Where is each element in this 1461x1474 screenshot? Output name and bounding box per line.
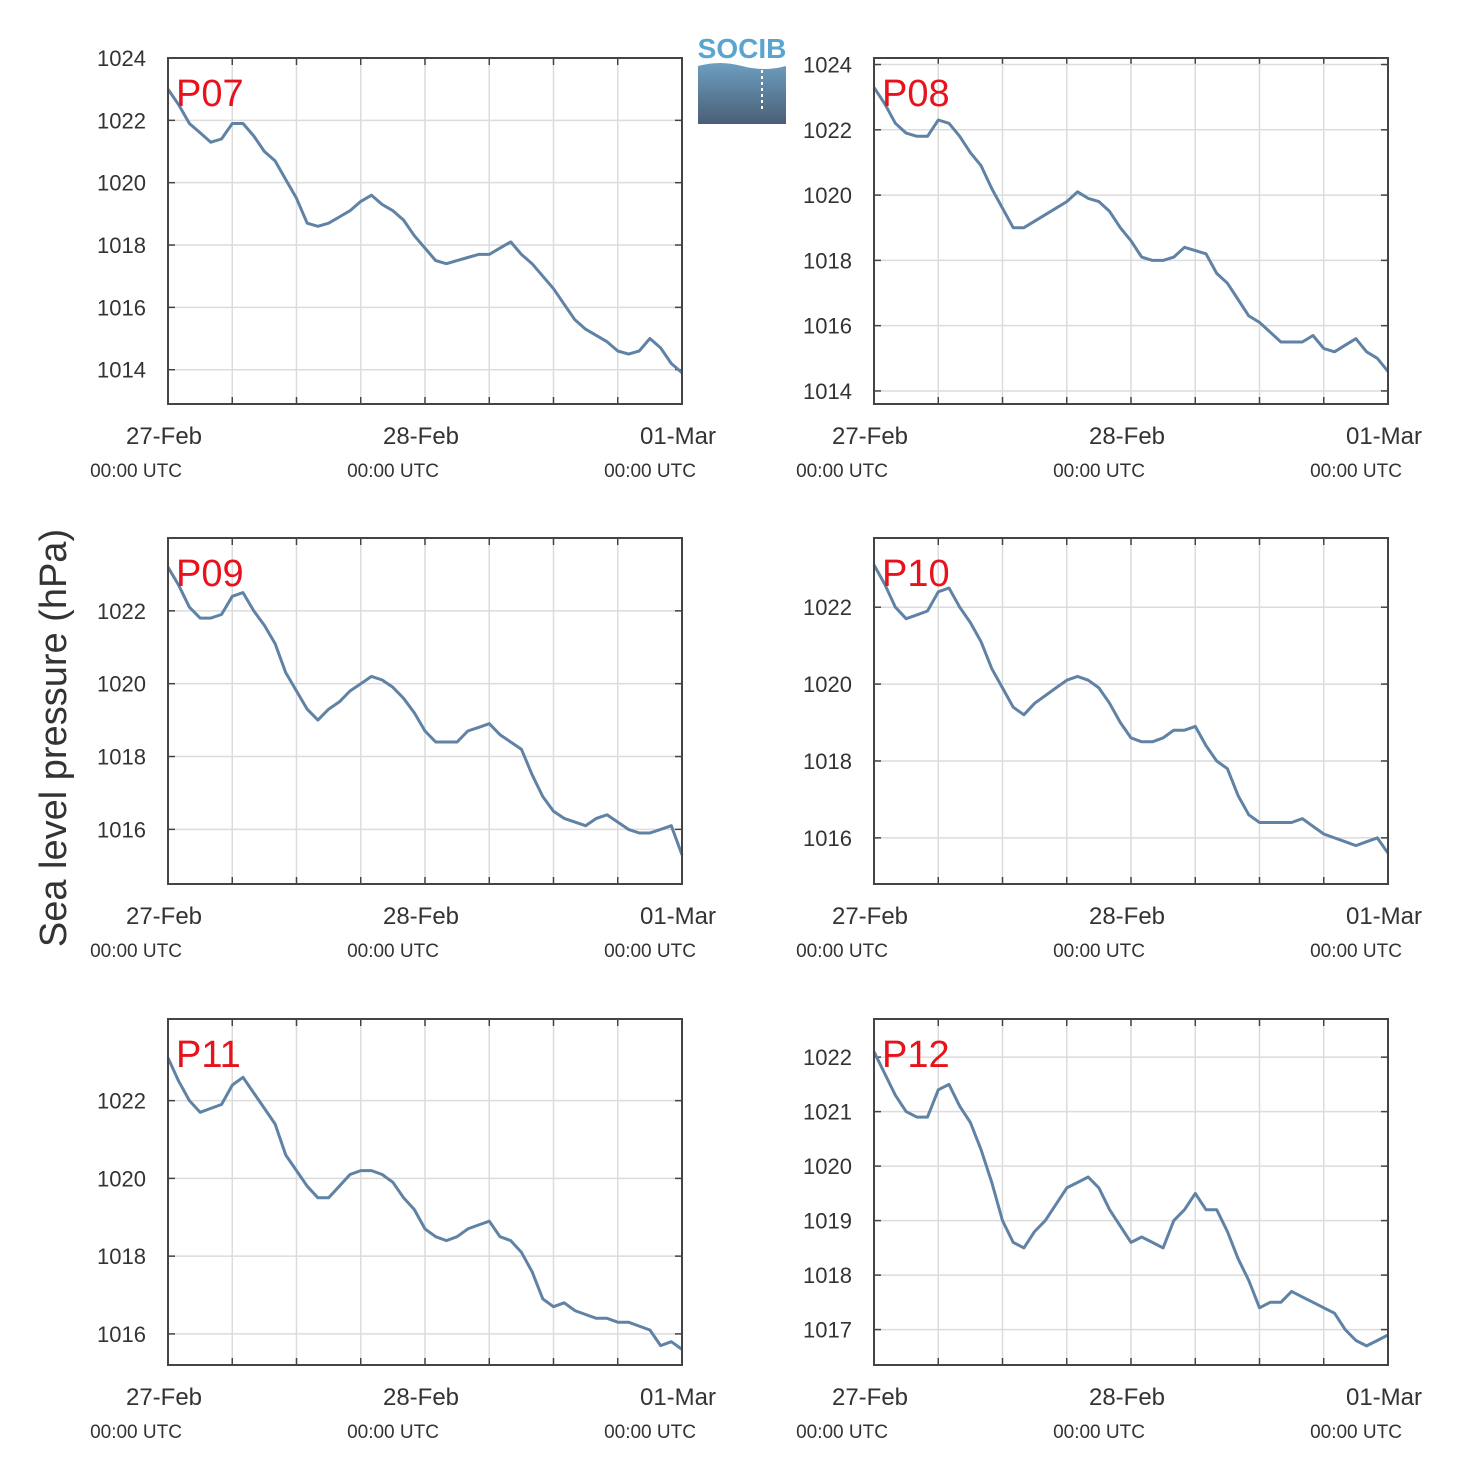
y-tick-label: 1022 [803,595,852,620]
pressure-line-p11 [166,1057,683,1351]
y-tick-label: 1014 [97,358,146,383]
socib-logo-wave-icon [698,63,786,124]
x-tick-time-label: 00:00 UTC [1310,1422,1402,1443]
x-tick-time-label: 00:00 UTC [90,941,182,962]
pressure-line-p10 [872,564,1390,855]
x-tick-date-label: 27-Feb [832,903,908,930]
y-tick-label: 1016 [803,314,852,339]
x-tick-date-label: 28-Feb [1089,1384,1165,1411]
y-tick-label: 1016 [97,817,146,842]
x-tick-time-label: 00:00 UTC [1053,941,1145,962]
panel-p10: 1016 1018 1020 1022 P10 27-Feb 00:00 UTC 28-Feb… [796,537,1422,962]
x-tick-date-label: 01-Mar [1346,423,1422,450]
y-tick-label: 1022 [97,108,146,133]
panel-label: P11 [176,1034,241,1076]
y-tick-label: 1018 [803,248,852,273]
x-tick-date-label: 28-Feb [383,903,459,930]
x-tick-time-label: 00:00 UTC [1053,1422,1145,1443]
y-tick-label: 1016 [97,295,146,320]
panel-p11: 1016 1018 1020 1022 P11 27-Feb 00:00 UTC 28-Feb… [90,1018,716,1443]
panel-label: P07 [176,73,244,115]
y-tick-label: 1016 [803,826,852,851]
x-tick-date-label: 27-Feb [832,423,908,450]
y-tick-label: 1024 [803,53,852,78]
y-axis-label: Sea level pressure (hPa) [33,529,75,947]
x-tick-date-label: 01-Mar [640,903,716,930]
x-tick-time-label: 00:00 UTC [796,1422,888,1443]
x-tick-date-label: 27-Feb [126,423,202,450]
x-tick-time-label: 00:00 UTC [796,461,888,482]
panel-label: P12 [882,1034,950,1076]
x-tick-date-label: 27-Feb [126,1384,202,1411]
x-tick-time-label: 00:00 UTC [347,941,439,962]
x-tick-time-label: 00:00 UTC [90,461,182,482]
y-tick-label: 1022 [97,599,146,624]
x-tick-time-label: 00:00 UTC [347,1422,439,1443]
y-tick-label: 1021 [803,1100,852,1125]
x-tick-date-label: 01-Mar [640,423,716,450]
x-tick-date-label: 01-Mar [1346,1384,1422,1411]
y-tick-label: 1020 [803,672,852,697]
y-tick-label: 1022 [803,118,852,143]
plot-frame [873,1018,1389,1366]
socib-logo-text: SOCIB [698,33,787,64]
y-tick-label: 1020 [803,1154,852,1179]
y-tick-label: 1020 [803,183,852,208]
pressure-line-p09 [166,566,684,856]
y-tick-label: 1020 [97,1166,146,1191]
y-tick-label: 1018 [97,1244,146,1269]
panel-label: P08 [882,73,950,115]
x-tick-date-label: 27-Feb [832,1384,908,1411]
plot-frame [167,537,683,885]
plot-frame [873,57,1389,405]
x-tick-date-label: 28-Feb [383,1384,459,1411]
y-tick-label: 1020 [97,171,146,196]
panel-p08: 1014 1016 1018 1020 1022 1024 P08 27-Feb 00:00 U… [796,53,1422,482]
panel-p09: 1016 1018 1020 1022 P09 27-Feb 00:00 UTC 28-Feb… [90,537,716,962]
x-tick-date-label: 01-Mar [640,1384,716,1411]
panel-label: P10 [882,553,950,595]
x-tick-date-label: 01-Mar [1346,903,1422,930]
pressure-line-p08 [872,86,1390,373]
x-tick-date-label: 28-Feb [383,423,459,450]
y-tick-label: 1022 [97,1089,146,1114]
x-tick-time-label: 00:00 UTC [796,941,888,962]
x-tick-time-label: 00:00 UTC [604,941,696,962]
y-tick-label: 1017 [803,1318,852,1343]
pressure-line-p12 [872,1051,1389,1348]
x-tick-time-label: 00:00 UTC [90,1422,182,1443]
panel-p07: 1014 1016 1018 1020 1022 1024 P07 27-Feb 00:00 U… [90,46,716,482]
y-tick-label: 1019 [803,1209,852,1234]
x-tick-time-label: 00:00 UTC [604,461,696,482]
y-tick-label: 1018 [97,233,146,258]
plot-frame [873,537,1389,885]
x-tick-date-label: 28-Feb [1089,903,1165,930]
socib-logo: SOCIB [698,33,787,124]
plot-frame [167,1018,683,1366]
x-tick-time-label: 00:00 UTC [1310,461,1402,482]
x-tick-time-label: 00:00 UTC [347,461,439,482]
y-tick-label: 1024 [97,46,146,71]
x-tick-date-label: 27-Feb [126,903,202,930]
x-tick-time-label: 00:00 UTC [1053,461,1145,482]
y-tick-label: 1018 [97,745,146,770]
x-tick-time-label: 00:00 UTC [1310,941,1402,962]
panel-label: P09 [176,553,244,595]
y-tick-label: 1016 [97,1322,146,1347]
x-tick-time-label: 00:00 UTC [604,1422,696,1443]
y-tick-label: 1022 [803,1045,852,1070]
x-tick-date-label: 28-Feb [1089,423,1165,450]
panel-p12: 1017 1018 1019 1020 1021 1022 P12 27-Feb 00:00 U… [796,1018,1422,1443]
plot-frame [167,57,683,405]
y-tick-label: 1014 [803,379,852,404]
y-tick-label: 1018 [803,749,852,774]
y-tick-label: 1018 [803,1263,852,1288]
panels-group: 1014 1016 1018 1020 1022 1024 P07 27-Feb 00:00 U… [90,46,1422,1443]
y-tick-label: 1020 [97,672,146,697]
pressure-line-p07 [166,88,683,374]
